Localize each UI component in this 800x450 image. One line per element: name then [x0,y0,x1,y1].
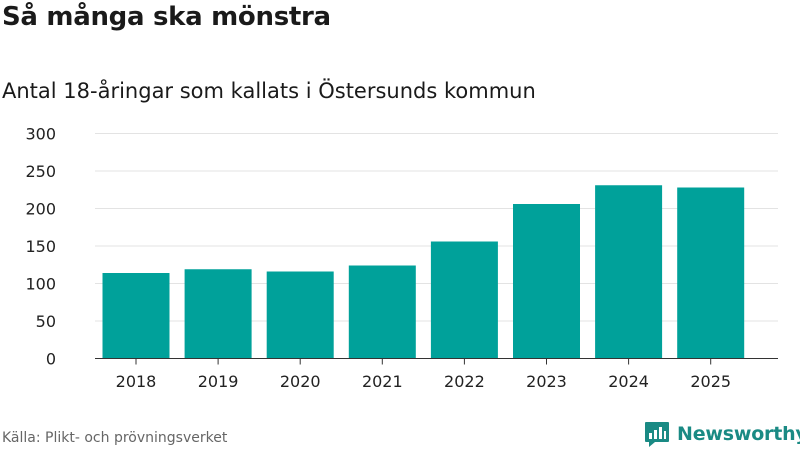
y-tick-label: 250 [25,162,56,181]
brand-logo[interactable]: Newsworthy [643,420,800,448]
x-axis-ticks: 2018 2019 2020 2021 2022 2023 2024 2025 [116,358,731,391]
y-tick-label: 100 [25,275,56,294]
x-tick-label: 2024 [608,372,649,391]
y-tick-label: 300 [25,125,56,144]
bar-2021 [348,265,416,359]
chart-title: Så många ska mönstra [2,2,331,32]
x-tick-label: 2023 [526,372,567,391]
x-tick-label: 2025 [690,372,731,391]
bar-2022 [430,241,498,359]
source-note: Källa: Plikt- och prövningsverket [2,430,228,446]
y-tick-label: 50 [36,312,56,331]
bar-2018 [102,273,170,359]
x-tick-label: 2022 [444,372,485,391]
x-tick-label: 2020 [280,372,321,391]
x-tick-label: 2019 [198,372,239,391]
bars [102,185,745,359]
bar-2024 [595,185,663,359]
bar-2020 [266,271,334,359]
y-tick-label: 150 [25,237,56,256]
brand-name: Newsworthy [677,423,800,445]
chart-subtitle: Antal 18-åringar som kallats i Östersund… [2,79,536,103]
y-tick-label: 200 [25,200,56,219]
newsworthy-logo-icon [645,422,669,447]
y-tick-label: 0 [46,350,56,369]
x-tick-label: 2018 [116,372,157,391]
bar-2025 [677,187,745,359]
bar-2019 [184,269,252,359]
y-axis-ticks: 0 50 100 150 200 250 300 [25,125,56,369]
x-tick-label: 2021 [362,372,403,391]
bar-2023 [513,204,580,359]
